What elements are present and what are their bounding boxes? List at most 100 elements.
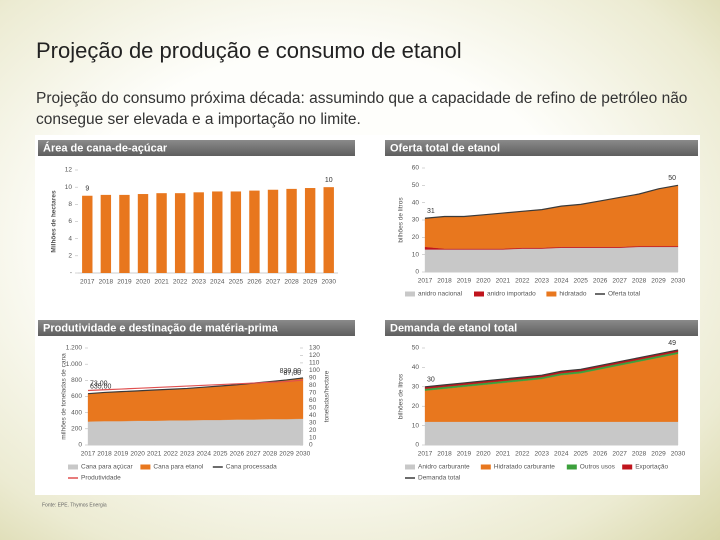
bar: [156, 193, 167, 273]
x-tick-label: 2020: [130, 451, 145, 458]
x-tick-label: 2025: [229, 279, 244, 286]
y-tick-label: 4: [68, 235, 72, 242]
y-tick-label: 10: [65, 184, 73, 191]
x-tick-label: 2030: [671, 278, 686, 285]
x-tick-label: 2017: [418, 451, 433, 458]
legend-swatch: [405, 464, 415, 470]
bar: [212, 191, 223, 273]
y-tick-label: 20: [412, 234, 420, 241]
x-tick-label: 2019: [117, 279, 132, 286]
y-tick-label: 8: [68, 201, 72, 208]
x-tick-label: 2023: [191, 279, 206, 286]
x-tick-label: 2017: [80, 279, 95, 286]
x-tick-label: 2019: [114, 451, 129, 458]
x-tick-label: 2029: [303, 279, 318, 286]
legend-label: Outros usos: [580, 464, 616, 471]
legend-label: anidro importado: [487, 291, 536, 298]
value-label: 635,00: [90, 384, 112, 391]
legend-swatch: [68, 464, 78, 470]
y2-tick-label: 50: [309, 404, 317, 411]
y-tick-label: 10: [412, 251, 420, 258]
y2-tick-label: 0: [309, 442, 313, 449]
legend-label: Exportação: [635, 464, 668, 471]
y-tick-label: 600: [71, 393, 82, 400]
y-tick-label: 30: [412, 217, 420, 224]
y-tick-label: 1.200: [66, 345, 83, 352]
x-tick-label: 2024: [210, 279, 225, 286]
x-tick-label: 2021: [154, 279, 169, 286]
legend-label: Anidro carburante: [418, 464, 470, 471]
y2-tick-label: 20: [309, 427, 317, 434]
y-tick-label: 800: [71, 377, 82, 384]
legend-label: Cana para etanol: [153, 464, 203, 471]
x-tick-label: 2020: [136, 279, 151, 286]
y-tick-label: 60: [412, 165, 420, 172]
bar: [286, 188, 297, 273]
y-tick-label: 0: [415, 442, 419, 449]
y-tick-label: 2: [68, 253, 72, 260]
x-tick-label: 2028: [284, 279, 299, 286]
y2-tick-label: 10: [309, 434, 317, 441]
x-tick-label: 2026: [593, 278, 608, 285]
value-label: 30: [427, 377, 435, 384]
panel-header: [38, 140, 355, 156]
y-tick-label: 50: [412, 182, 420, 189]
value-label: 9: [85, 186, 89, 193]
panel-title: Oferta total de etanol: [390, 142, 500, 154]
y-tick-label: 30: [412, 384, 420, 391]
panel-header: [38, 320, 355, 336]
x-tick-label: 2022: [515, 451, 530, 458]
legend-label: anidro nacional: [418, 291, 463, 298]
x-tick-label: 2030: [321, 279, 336, 286]
y-tick-label: 6: [68, 218, 72, 225]
value-label: 10: [325, 177, 333, 184]
line: [87, 377, 304, 395]
line: [87, 379, 304, 392]
legend-label: hidratado: [559, 291, 586, 298]
x-tick-label: 2027: [266, 279, 281, 286]
value-label: 830,00: [280, 368, 302, 375]
bar: [174, 193, 186, 273]
x-tick-label: 2023: [180, 451, 195, 458]
area: [87, 418, 304, 446]
x-tick-label: 2018: [97, 451, 112, 458]
source-note: Fonte: EPE. Thymos Energia: [42, 502, 107, 508]
y-tick-label: 400: [71, 409, 82, 416]
x-tick-label: 2025: [573, 278, 588, 285]
value-label: 87,00: [283, 370, 301, 377]
y2-tick-label: 130: [309, 345, 320, 352]
bar: [82, 195, 93, 273]
legend-label: Cana para açúcar: [81, 464, 134, 471]
legend-swatch: [622, 464, 633, 470]
area: [424, 421, 679, 446]
panel-title: Produtividade e destinação de matéria-pr…: [43, 322, 279, 334]
y2-tick-label: 60: [309, 397, 317, 404]
x-tick-label: 2021: [496, 451, 511, 458]
bar: [323, 187, 334, 273]
x-tick-label: 2030: [296, 451, 311, 458]
x-tick-label: 2020: [476, 451, 491, 458]
x-tick-label: 2029: [651, 451, 666, 458]
legend-swatch: [474, 291, 484, 297]
value-label: 73,00: [90, 380, 108, 387]
legend-swatch: [480, 464, 491, 470]
x-tick-label: 2024: [554, 278, 569, 285]
legend-label: Cana processada: [226, 464, 277, 471]
x-tick-label: 2027: [246, 451, 261, 458]
y-tick-label: 40: [412, 364, 420, 371]
y2-tick-label: 80: [309, 382, 317, 389]
x-tick-label: 2025: [213, 451, 228, 458]
bar: [230, 191, 242, 273]
line: [424, 184, 679, 219]
x-tick-label: 2018: [437, 278, 452, 285]
panel-title: Demanda de etanol total: [390, 322, 517, 334]
y2-tick-label: 120: [309, 352, 320, 359]
legend-label: Produtividade: [81, 475, 121, 482]
x-tick-label: 2029: [651, 278, 666, 285]
x-tick-label: 2021: [496, 278, 511, 285]
y-tick-label: 50: [412, 345, 420, 352]
y2-tick-label: 40: [309, 412, 317, 419]
x-tick-label: 2017: [81, 451, 96, 458]
